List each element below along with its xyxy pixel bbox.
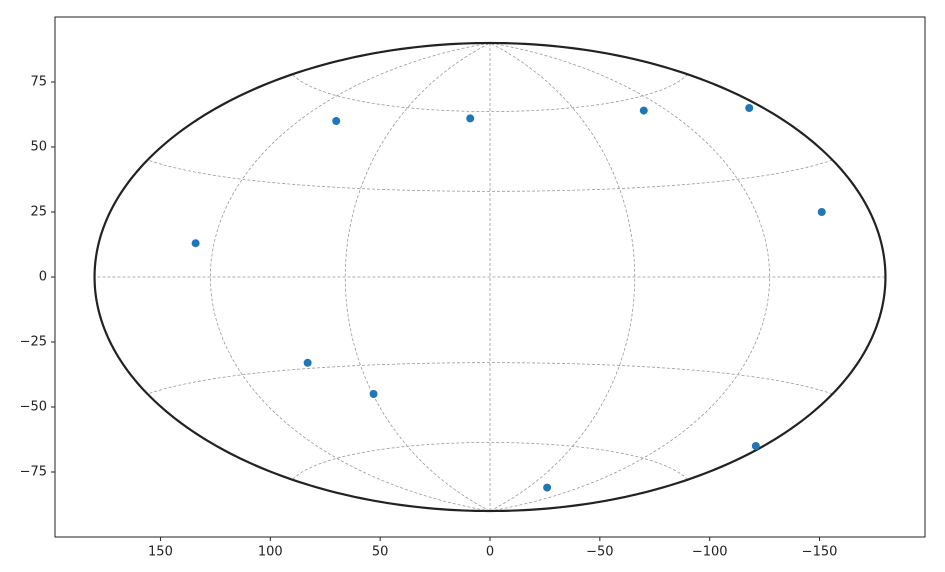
point <box>369 390 378 398</box>
y-tick-label: 25 <box>30 205 47 220</box>
y-tick-label: −25 <box>20 335 47 350</box>
meridian-grid-line <box>209 42 491 512</box>
parallel-grid-line <box>147 362 833 395</box>
point <box>332 117 341 125</box>
x-tick-label: −50 <box>586 545 613 560</box>
x-tick-label: 0 <box>486 545 494 560</box>
y-tick-label: 0 <box>39 270 47 285</box>
x-tick-label: 50 <box>372 545 389 560</box>
y-tick-label: −50 <box>20 400 47 415</box>
y-tick-label: 50 <box>30 140 47 155</box>
point <box>745 104 754 112</box>
x-tick-label: 100 <box>258 545 283 560</box>
point <box>751 442 760 450</box>
x-tick-label: −100 <box>692 545 728 560</box>
y-tick-label: −75 <box>20 465 47 480</box>
meridian-grid-line <box>489 42 771 512</box>
point <box>191 239 200 248</box>
point <box>466 114 475 123</box>
point <box>303 358 312 367</box>
point <box>543 483 552 492</box>
point <box>639 106 648 115</box>
y-tick-label: 75 <box>30 75 47 90</box>
point <box>817 208 826 216</box>
map-outline <box>93 41 887 513</box>
parallel-grid-line <box>147 159 833 192</box>
x-tick-label: −150 <box>802 545 838 560</box>
x-tick-label: 150 <box>148 545 173 560</box>
